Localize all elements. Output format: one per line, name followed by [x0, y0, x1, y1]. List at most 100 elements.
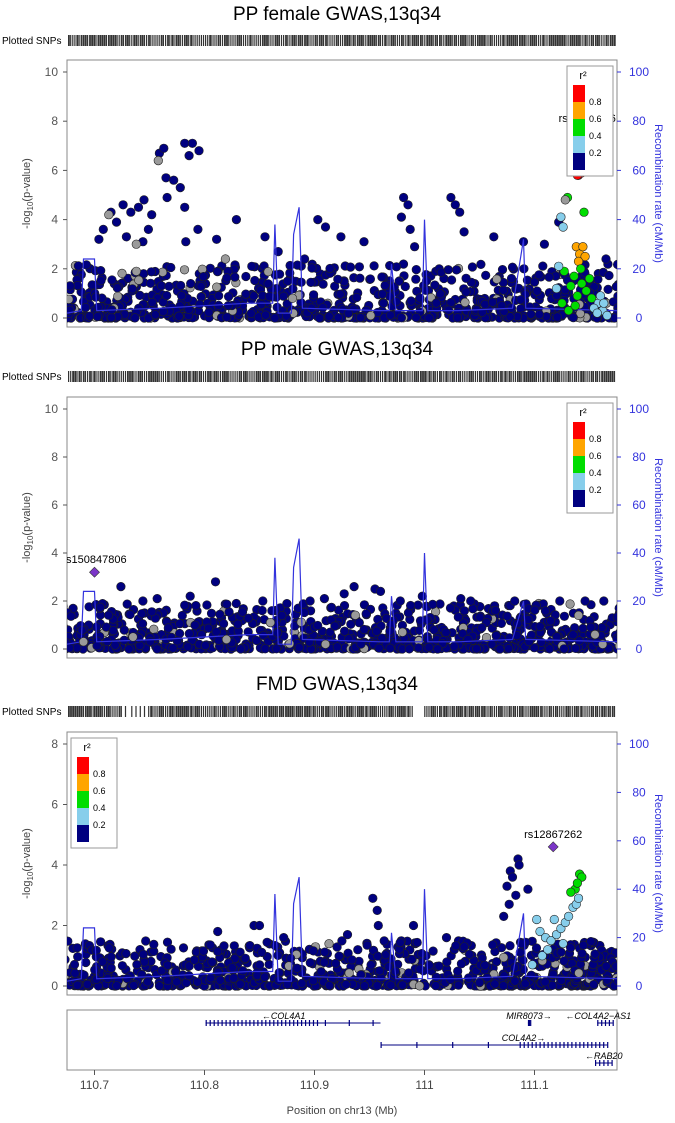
snp-point [431, 298, 441, 308]
exon [257, 1020, 259, 1026]
snp-tick [613, 371, 616, 382]
exon [289, 1020, 291, 1026]
snp-tick [95, 371, 97, 382]
snp-tick [114, 706, 116, 717]
snp-tick [491, 371, 494, 382]
exon [225, 1020, 227, 1026]
snp-tick [181, 706, 184, 717]
snp-tick [510, 706, 512, 717]
snp-tick [259, 706, 261, 717]
snp-tick [253, 371, 255, 382]
snp-tick [120, 371, 122, 382]
snp-point [638, 242, 647, 251]
snp-point [406, 600, 416, 611]
x-axis-label: Position on chr13 (Mb) [287, 1105, 398, 1117]
snp-point [318, 303, 328, 313]
snp-point [81, 957, 91, 968]
snp-point [374, 643, 384, 653]
snp-tick [398, 371, 401, 382]
snp-tick [516, 371, 519, 382]
snp-tick [563, 35, 566, 46]
snp-tick [82, 35, 85, 46]
snp-point [149, 939, 159, 950]
snp-point [373, 920, 383, 931]
snp-tick [295, 371, 297, 382]
snp-point [354, 262, 365, 272]
snp-tick [411, 706, 413, 717]
snp-tick [314, 35, 317, 46]
snp-tick [580, 371, 582, 382]
exon [293, 1020, 295, 1026]
snp-tick [108, 35, 110, 46]
snp-point [283, 276, 293, 286]
snp-point [257, 947, 267, 958]
snp-point [570, 301, 580, 311]
snp-point [70, 968, 80, 978]
panel-3: FMD GWAS,13q34 Plotted SNPs 0 2 4 6 8 -log10(p-… [2, 674, 664, 996]
snp-tick [356, 706, 359, 717]
snp-tick [257, 371, 260, 382]
snp-point [597, 622, 607, 633]
snp-point [281, 311, 292, 321]
snp-point [133, 202, 144, 212]
snp-point [398, 980, 408, 990]
exon [591, 1042, 593, 1048]
snp-point [121, 232, 131, 242]
exon [380, 1042, 382, 1048]
snp-point [506, 273, 517, 284]
snp-point [451, 265, 462, 275]
snp-tick [261, 706, 264, 717]
snp-tick [573, 35, 576, 46]
snp-tick [498, 35, 500, 46]
exon [523, 1042, 525, 1048]
snp-tick [611, 35, 614, 46]
snp-tick [392, 371, 395, 382]
snp-tick [236, 35, 239, 46]
snp-point [243, 613, 253, 623]
snp-point [563, 911, 574, 922]
snp-point [359, 237, 369, 247]
snp-tick [375, 35, 377, 46]
snp-point [586, 936, 596, 947]
snp-tick [483, 371, 485, 382]
snp-point [258, 596, 268, 606]
background-snps [67, 936, 617, 991]
snp-point [169, 175, 179, 185]
snp-point [651, 292, 660, 301]
snp-tick [481, 35, 483, 46]
legend-title: r² [83, 742, 91, 754]
exon [312, 1020, 315, 1026]
snp-point [237, 607, 248, 617]
snp-tick [476, 35, 479, 46]
snp-tick [270, 706, 273, 717]
snp-tick [259, 35, 261, 46]
snp-tick [603, 35, 605, 46]
exon [539, 1042, 541, 1048]
snp-tick [516, 35, 519, 46]
snp-point [313, 215, 323, 225]
chart-title: PP female GWAS,13q34 [233, 4, 441, 25]
snp-point [255, 960, 265, 970]
snp-point [375, 966, 385, 976]
snp-tick [523, 371, 526, 382]
snp-tick [392, 706, 394, 717]
snp-point [318, 279, 328, 289]
plot-area: rs11838776 [67, 113, 660, 323]
legend-swatch [573, 153, 585, 170]
snp-tick [148, 706, 150, 717]
snp-tick [131, 706, 133, 717]
snp-point [67, 639, 68, 641]
snp-tick [339, 35, 342, 46]
snp-tick [487, 706, 489, 717]
snp-point [344, 634, 354, 644]
snp-point [98, 957, 108, 967]
snp-tick [449, 371, 451, 382]
panel-1: PP female GWAS,13q34 Plotted SNPs 0 2 4 6 8 10 -… [2, 4, 664, 328]
snp-tick [554, 35, 557, 46]
snp-tick [474, 371, 476, 382]
snp-point [545, 616, 556, 626]
snp-tick [285, 371, 287, 382]
snp-tick [287, 706, 289, 717]
snp-tick [487, 35, 489, 46]
snp-tick [460, 371, 462, 382]
